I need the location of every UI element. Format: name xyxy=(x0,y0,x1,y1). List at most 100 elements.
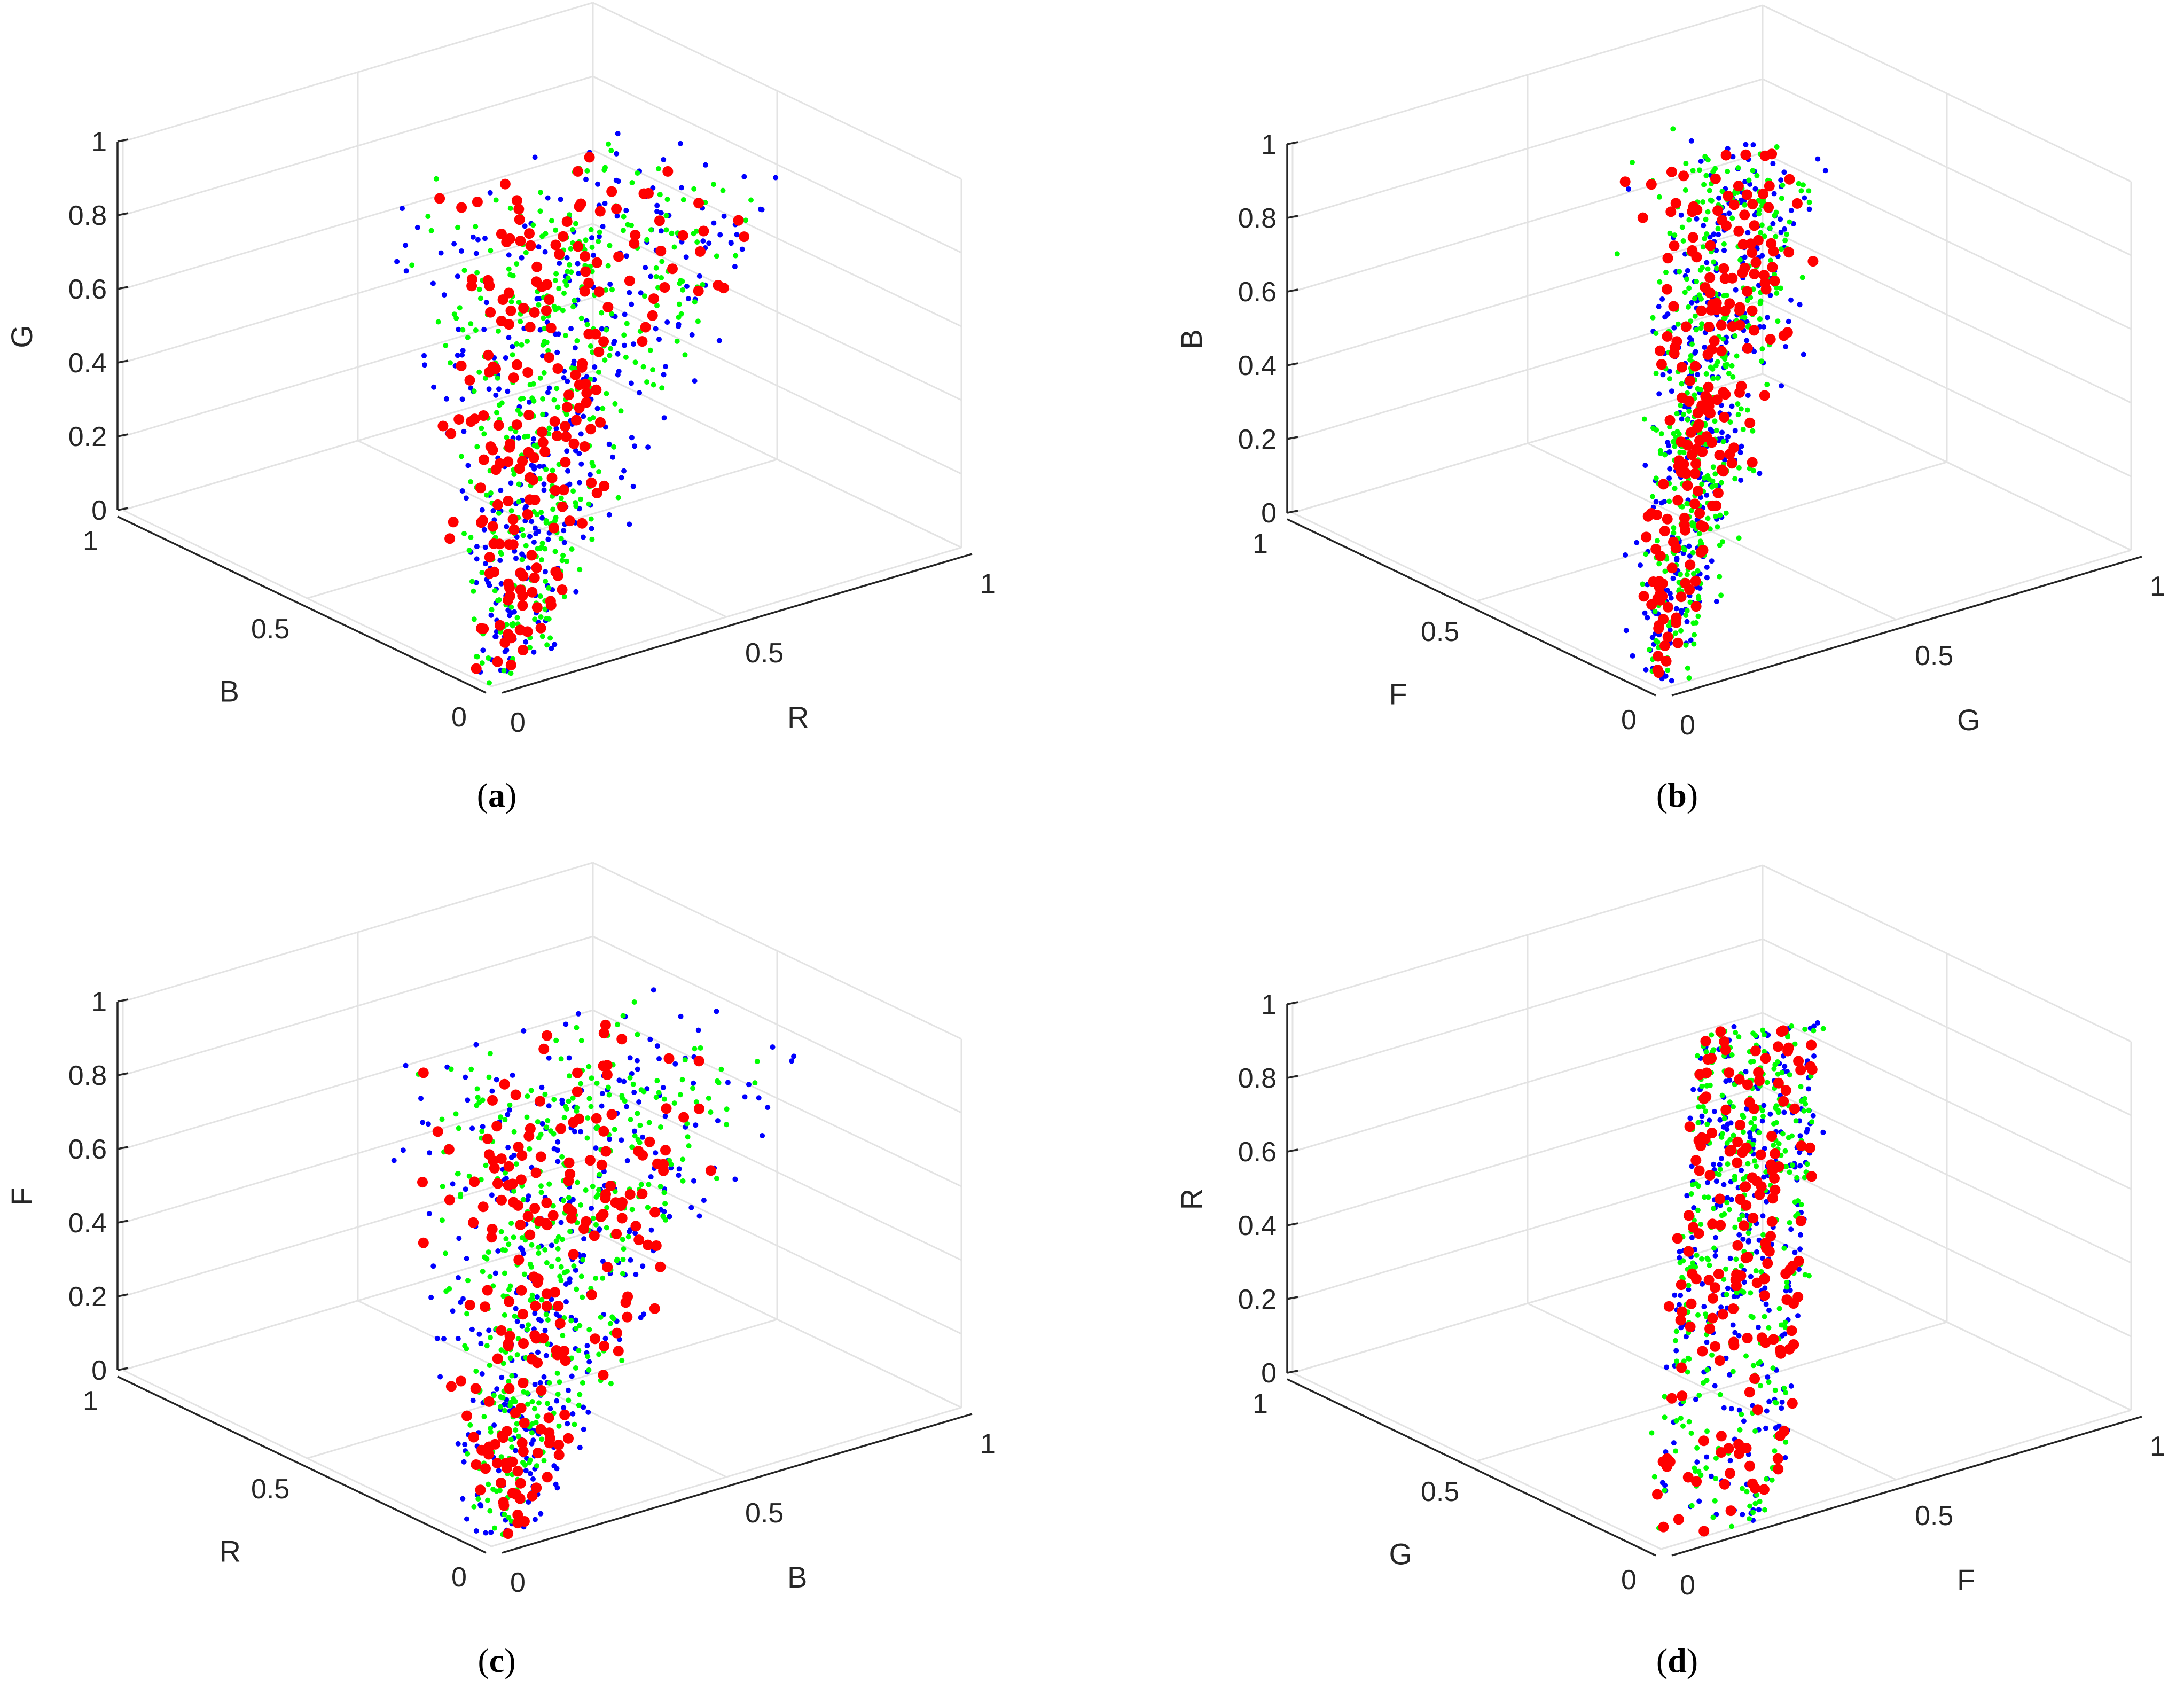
data-point xyxy=(1715,359,1720,365)
data-point xyxy=(1693,620,1699,626)
data-point xyxy=(541,370,547,376)
data-point xyxy=(1798,1202,1804,1207)
data-point xyxy=(1763,1425,1768,1431)
data-point xyxy=(502,1512,507,1518)
data-point xyxy=(1662,631,1673,643)
data-point xyxy=(555,1159,561,1164)
data-point xyxy=(714,1176,719,1182)
data-point xyxy=(674,338,680,344)
data-point xyxy=(473,1042,479,1048)
data-point xyxy=(1684,572,1690,577)
data-point xyxy=(508,508,514,514)
data-point xyxy=(1718,592,1724,598)
data-point xyxy=(1689,341,1695,347)
data-point xyxy=(586,1367,592,1373)
data-point xyxy=(1678,212,1684,218)
data-point xyxy=(1762,1258,1773,1269)
data-point xyxy=(1695,613,1701,619)
data-point xyxy=(1730,374,1736,380)
data-point xyxy=(714,1009,719,1014)
data-point xyxy=(718,283,729,294)
data-point xyxy=(1671,431,1677,436)
data-point xyxy=(1689,507,1694,513)
data-point xyxy=(1699,321,1705,327)
data-point xyxy=(1689,1234,1695,1240)
data-point xyxy=(1705,1194,1711,1200)
data-point xyxy=(1717,1117,1723,1123)
data-point xyxy=(1672,1292,1678,1298)
data-point xyxy=(558,1220,564,1225)
data-point xyxy=(1717,512,1723,518)
data-point xyxy=(1614,251,1620,257)
data-point xyxy=(725,1080,731,1085)
data-point xyxy=(655,166,661,171)
data-point xyxy=(693,1122,699,1128)
data-point xyxy=(1780,1085,1791,1096)
data-point xyxy=(451,311,457,317)
data-point xyxy=(1760,1232,1766,1238)
data-point xyxy=(1649,494,1655,499)
data-point xyxy=(481,326,487,332)
data-point xyxy=(574,1286,580,1292)
data-point xyxy=(1792,1199,1798,1205)
data-point xyxy=(567,1229,573,1234)
data-point xyxy=(1680,321,1692,332)
data-point xyxy=(1787,1261,1798,1272)
data-point xyxy=(752,1080,758,1086)
data-point xyxy=(680,197,686,202)
y-axis-label: B xyxy=(220,675,239,708)
data-point xyxy=(565,1168,576,1179)
data-point xyxy=(1743,1069,1749,1075)
data-point xyxy=(514,463,525,474)
data-point xyxy=(573,221,578,226)
data-point xyxy=(1773,1464,1784,1475)
data-point xyxy=(1664,415,1676,426)
data-point xyxy=(1736,1217,1742,1222)
data-point xyxy=(633,1146,644,1156)
data-point xyxy=(655,1261,666,1272)
data-point xyxy=(1704,1339,1710,1345)
data-point xyxy=(1653,667,1664,678)
data-point xyxy=(547,1406,553,1412)
data-point xyxy=(770,1044,776,1050)
data-point xyxy=(615,351,621,357)
data-point xyxy=(489,1088,495,1094)
data-point xyxy=(486,1232,497,1243)
data-point xyxy=(466,548,472,553)
data-point xyxy=(1721,1277,1727,1282)
data-point xyxy=(530,1167,542,1178)
data-point xyxy=(1752,212,1758,218)
data-point xyxy=(1804,1127,1810,1132)
data-point xyxy=(604,390,609,396)
data-point xyxy=(599,310,605,316)
data-point xyxy=(1676,1279,1687,1291)
data-point xyxy=(1726,1144,1737,1155)
data-point xyxy=(1747,1172,1758,1183)
data-point xyxy=(418,1237,429,1248)
data-point xyxy=(1730,1322,1736,1328)
data-point xyxy=(513,1142,524,1153)
data-point xyxy=(487,1224,498,1234)
data-point xyxy=(706,240,712,246)
data-point xyxy=(1736,1333,1742,1339)
data-point xyxy=(620,228,626,233)
data-point xyxy=(1691,443,1702,455)
data-point xyxy=(1657,279,1663,285)
data-point xyxy=(570,1095,576,1101)
data-point xyxy=(619,1358,625,1363)
data-point xyxy=(508,1154,514,1160)
data-point xyxy=(552,549,558,554)
data-point xyxy=(600,224,606,229)
data-point xyxy=(508,372,519,384)
data-point xyxy=(1698,159,1704,164)
x-tick-label: 1 xyxy=(2150,571,2165,602)
data-point xyxy=(535,1096,546,1107)
data-point xyxy=(567,262,573,268)
data-point xyxy=(556,286,562,291)
data-point xyxy=(490,508,496,513)
data-point xyxy=(1662,331,1673,342)
data-point xyxy=(470,1397,476,1403)
panel-caption: (a) xyxy=(477,776,517,814)
data-point xyxy=(448,517,459,528)
data-point xyxy=(565,1421,570,1427)
